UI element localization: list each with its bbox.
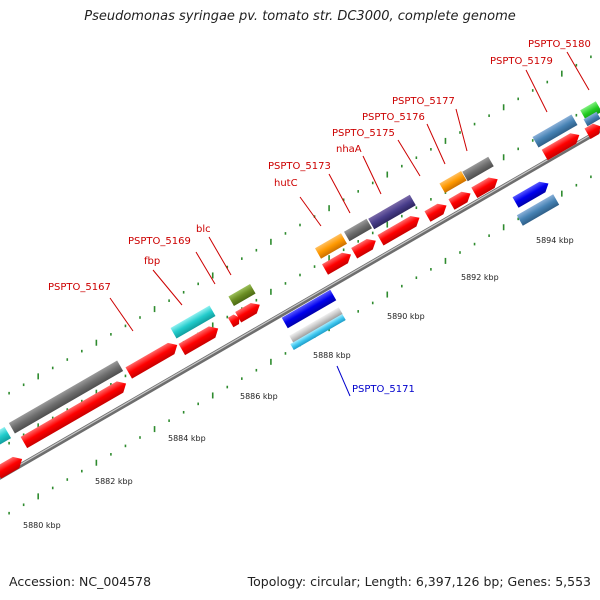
gene-box[interactable] [170, 305, 216, 339]
gene-label[interactable]: hutC [274, 178, 298, 189]
gene-label[interactable]: PSPTO_5171 [352, 384, 415, 395]
label-leader-line [525, 69, 548, 113]
feature-track[interactable] [0, 101, 600, 479]
gene-box[interactable] [583, 111, 600, 127]
gene-label[interactable]: PSPTO_5180 [528, 39, 591, 50]
gene-box[interactable] [439, 170, 467, 194]
scale-tick-label: 5886 kbp [240, 392, 278, 401]
label-leader-line [336, 365, 351, 397]
cds-arrow[interactable] [322, 249, 354, 275]
gene-label[interactable]: PSPTO_5177 [392, 96, 455, 107]
cds-arrow[interactable] [377, 213, 423, 246]
gene-box[interactable] [228, 283, 256, 307]
gene-box[interactable] [290, 313, 346, 351]
gene-box[interactable] [343, 218, 373, 242]
cds-arrow[interactable] [584, 121, 600, 139]
scale-tick-label: 5890 kbp [387, 312, 425, 321]
scale-tick-label: 5888 kbp [313, 351, 351, 360]
gene-box[interactable] [532, 114, 578, 148]
gene-box[interactable] [516, 194, 560, 226]
cds-arrow[interactable] [351, 236, 379, 259]
gene-box[interactable] [281, 289, 337, 329]
genome-summary: Topology: circular; Length: 6,397,126 bp… [247, 574, 591, 589]
label-leader-line [299, 196, 322, 227]
backbone-line [0, 127, 600, 480]
cds-arrow[interactable] [20, 378, 130, 449]
cds-arrow[interactable] [512, 178, 552, 208]
gene-box[interactable] [368, 194, 416, 230]
cds-arrow[interactable] [448, 188, 473, 210]
gene-box[interactable] [8, 360, 124, 434]
gene-box[interactable] [289, 307, 343, 343]
label-leader-line [455, 108, 468, 152]
label-leader-line [426, 123, 446, 165]
label-leader-line [208, 236, 232, 276]
gene-label[interactable]: PSPTO_5179 [490, 56, 553, 67]
gene-label[interactable]: nhaA [336, 144, 362, 155]
label-leader-line [195, 251, 216, 285]
gene-label[interactable]: blc [196, 224, 211, 235]
label-leader-line [328, 173, 351, 214]
label-leader-line [397, 139, 421, 177]
gene-label[interactable]: PSPTO_5167 [48, 282, 111, 293]
gene-label[interactable]: fbp [144, 256, 160, 267]
label-leader-line [566, 51, 590, 91]
label-leaders [109, 51, 590, 397]
scale-tick-label: 5882 kbp [95, 477, 133, 486]
scale-tick-label: 5892 kbp [461, 273, 499, 282]
map-title: Pseudomonas syringae pv. tomato str. DC3… [84, 9, 516, 24]
label-leader-line [109, 297, 134, 332]
gene-box[interactable] [315, 233, 347, 259]
gene-label[interactable]: PSPTO_5176 [362, 112, 425, 123]
gene-label[interactable]: PSPTO_5175 [332, 128, 395, 139]
gene-box[interactable] [580, 101, 600, 121]
cds-arrow[interactable] [235, 300, 263, 323]
scale-tick-label: 5894 kbp [536, 236, 574, 245]
cds-arrow[interactable] [227, 313, 242, 328]
scale-tick-label: 5880 kbp [23, 521, 61, 530]
gene-label[interactable]: PSPTO_5173 [268, 161, 331, 172]
cds-arrow[interactable] [471, 174, 500, 198]
gene-box[interactable] [462, 156, 494, 182]
cds-arrow[interactable] [0, 453, 25, 479]
scale-tick-label: 5884 kbp [168, 434, 206, 443]
cds-arrow[interactable] [178, 323, 222, 356]
gene-labels[interactable]: PSPTO_5167 fbp PSPTO_5169 blc PSPTO_5171 hutC… [48, 39, 591, 395]
gene-box[interactable] [0, 426, 12, 448]
label-leader-line [362, 155, 382, 195]
label-leader-line [152, 269, 183, 306]
accession-text: Accession: NC_004578 [9, 574, 152, 589]
cds-arrow[interactable] [541, 130, 583, 161]
gene-label[interactable]: PSPTO_5169 [128, 236, 191, 247]
cds-arrow[interactable] [125, 339, 181, 379]
cds-arrow[interactable] [424, 200, 449, 222]
